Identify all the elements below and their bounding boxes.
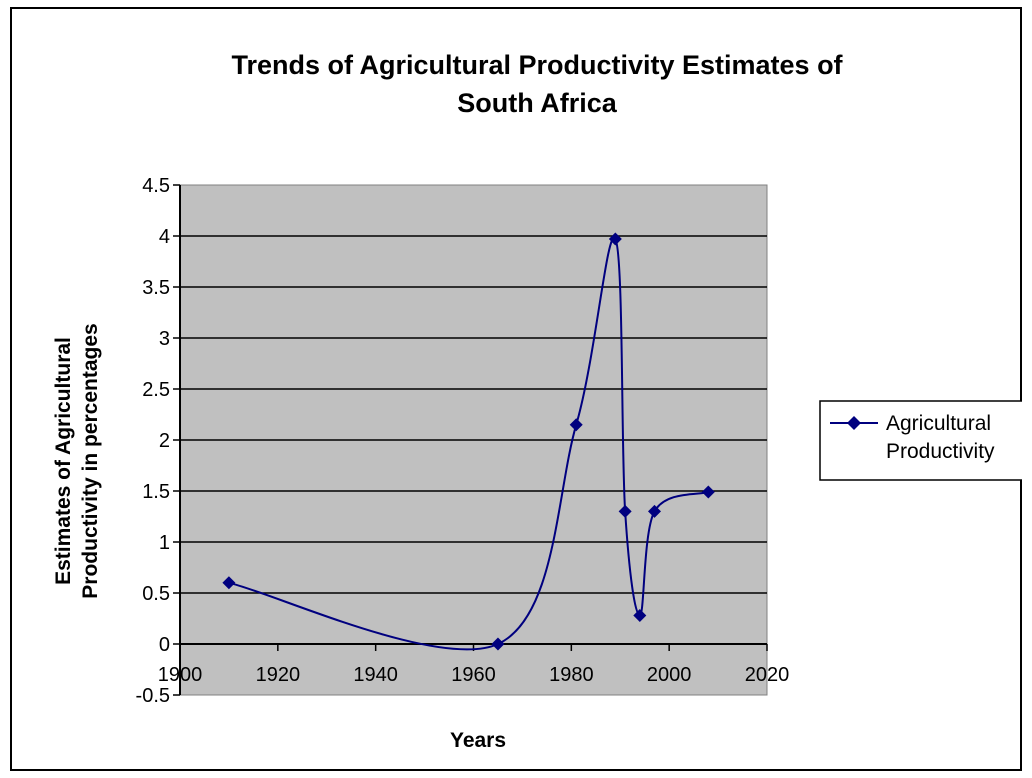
y-axis-title: Estimates of Agricultural Productivity i…: [52, 323, 102, 598]
y-tick-label: 1.5: [142, 481, 170, 503]
legend-label-line-2: Productivity: [886, 440, 995, 463]
y-tick-label: 0: [159, 634, 170, 656]
x-axis-ticks: 1900 1920 1940 1960 1980 2000 2020: [158, 664, 790, 686]
x-tick-label: 1920: [256, 664, 301, 686]
y-tick-label: 4.5: [142, 175, 170, 197]
chart-title-line-2: South Africa: [457, 88, 617, 118]
x-tick-label: 1960: [451, 664, 496, 686]
x-tick-label: 1900: [158, 664, 203, 686]
series-layer: [222, 232, 715, 651]
y-tick-label: 2: [159, 430, 170, 452]
y-axis-title-line-2: Productivity in percentages: [79, 323, 102, 598]
y-axis-ticks: 4.5 4 3.5 3 2.5 2 1.5 1 0.5 0 -0.5: [136, 175, 170, 707]
legend: Agricultural Productivity: [819, 400, 1022, 481]
x-axis-title: Years: [450, 729, 506, 752]
y-tick-label: 3: [159, 328, 170, 350]
chart-frame: Trends of Agricultural Productivity Esti…: [10, 7, 1022, 771]
data-point: [618, 504, 632, 518]
y-tick-label: 3.5: [142, 277, 170, 299]
x-tick-label: 2000: [647, 664, 692, 686]
y-axis-title-line-1: Estimates of Agricultural: [52, 337, 75, 585]
legend-marker: [847, 416, 861, 430]
data-point: [222, 576, 236, 590]
data-point: [491, 637, 505, 651]
y-tick-label: 1: [159, 532, 170, 554]
y-tick-label: -0.5: [136, 685, 170, 707]
legend-box: [819, 400, 1022, 481]
x-tick-label: 2020: [745, 664, 790, 686]
x-tick-label: 1980: [549, 664, 594, 686]
y-tick-label: 4: [159, 226, 170, 248]
data-point: [569, 418, 583, 432]
data-point: [608, 232, 622, 246]
data-point: [701, 485, 715, 499]
line-chart: Trends of Agricultural Productivity Esti…: [52, 50, 1022, 752]
data-point: [633, 608, 647, 622]
chart-title-line-1: Trends of Agricultural Productivity Esti…: [231, 50, 843, 80]
axes: [173, 184, 768, 696]
y-tick-label: 2.5: [142, 379, 170, 401]
legend-label-line-1: Agricultural: [886, 412, 991, 435]
data-point: [647, 504, 661, 518]
x-tick-label: 1940: [353, 664, 398, 686]
y-tick-label: 0.5: [142, 583, 170, 605]
